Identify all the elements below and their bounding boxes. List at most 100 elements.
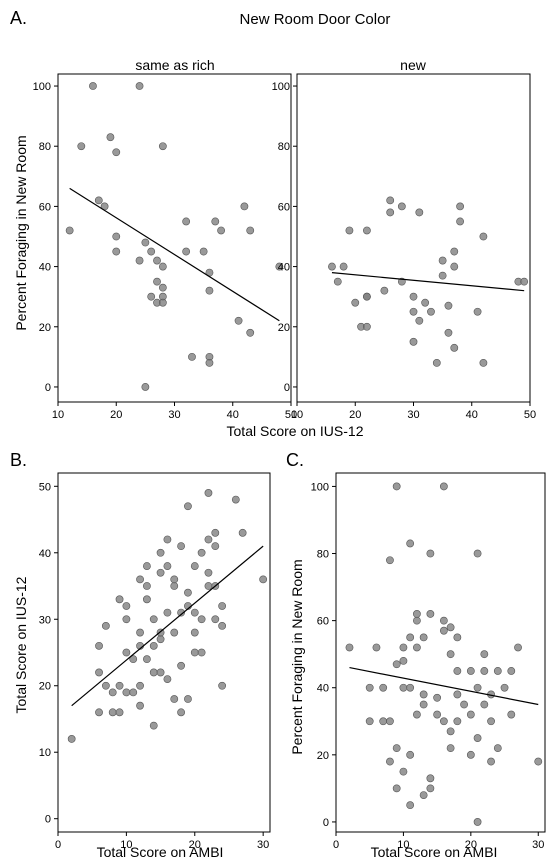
panel-a-right-point: [380, 286, 389, 295]
panel-b-plot: 0 10 20 30 40 50 0 10 20 30: [39, 472, 271, 851]
panel-b-y-tick-label: 0: [45, 814, 51, 826]
panel-a-left-point: [65, 226, 74, 235]
panel-b-point: [122, 648, 131, 657]
panel-c-point: [460, 700, 468, 709]
panel-b-x-tick-label: 0: [55, 839, 61, 851]
panel-c-point: [406, 750, 415, 759]
panel-b-point: [163, 535, 172, 544]
panel-b-x-tick-label: 10: [120, 839, 132, 851]
panel-a-left-y-tick-label: 20: [39, 322, 51, 334]
panel-c-point: [473, 683, 482, 692]
panel-a-left-point: [153, 277, 161, 286]
panel-c-point: [433, 693, 442, 702]
panel-c-y-tick-label: 60: [317, 616, 329, 628]
panel-c-point: [493, 667, 502, 675]
panel-c-point: [379, 717, 388, 726]
panel-a-left-point: [112, 247, 121, 256]
panel-b-point: [218, 681, 227, 690]
panel-a-left-y-tick-label: 60: [39, 201, 51, 213]
panel-b-point: [95, 708, 103, 717]
panel-b-y-tick-label: 30: [39, 614, 51, 626]
panel-a-left-x-tick-label: 50: [285, 409, 297, 421]
panel-c-point: [487, 717, 495, 726]
panel-c-point: [419, 791, 428, 799]
panel-b-point: [177, 661, 185, 670]
panel-a-left-point: [182, 217, 191, 226]
panel-c-point: [473, 734, 482, 742]
panel-a-right-x-tick-label: 20: [349, 409, 361, 421]
panel-c-point: [399, 656, 408, 665]
facet-title-new: new: [400, 57, 427, 73]
panel-c-point: [507, 667, 516, 675]
panel-b-point: [101, 681, 110, 690]
panel-c-point: [386, 757, 394, 766]
panel-c-point: [426, 784, 435, 793]
panel-b-point: [136, 681, 144, 690]
panel-b-point: [136, 701, 144, 710]
panel-a-right-point: [333, 277, 342, 286]
panel-b-y-tick-label: 50: [39, 481, 51, 493]
panel-b-point: [197, 648, 206, 657]
panel-c-point: [439, 626, 448, 635]
panel-c-point: [392, 784, 401, 793]
panel-a-left-point: [147, 247, 156, 256]
panel-a-right-y-tick-label: 40: [278, 262, 290, 274]
panel-b-trend-line: [71, 545, 264, 707]
panel-c-point: [345, 643, 354, 652]
panel-c-point: [379, 683, 388, 692]
panel-b-point: [177, 608, 185, 617]
panel-a-right-trend-line: [331, 272, 525, 292]
panel-a-left-point: [89, 82, 97, 90]
panel-a-right-y-tick-label: 60: [278, 201, 290, 213]
panel-b-point: [143, 582, 151, 590]
panel-c-x-tick-label: 30: [532, 839, 544, 851]
panel-a-right-point: [421, 298, 430, 307]
panel-b-point: [170, 695, 179, 703]
panel-b-point: [163, 675, 172, 683]
panel-b-y-tick-label: 20: [39, 681, 51, 693]
panel-a-right-point: [432, 358, 441, 367]
panel-a-left-point: [158, 298, 167, 307]
panel-b-point: [149, 615, 158, 624]
panel-a-left-point: [141, 238, 150, 247]
panel-b-point: [184, 502, 192, 511]
panel-c-point: [413, 643, 421, 652]
panel-a-right-point: [444, 328, 453, 337]
panel-a-left-point: [240, 202, 249, 211]
panel-b-point: [136, 628, 144, 637]
panel-c-plot: 0 20 40 60 80 100 0 10 20 30: [311, 472, 546, 851]
panel-c-point: [433, 710, 442, 719]
panel-c-point: [365, 683, 374, 692]
panel-c-label: C.: [286, 450, 304, 470]
panel-a-left-point: [246, 328, 255, 337]
panel-a-right-point: [450, 262, 459, 271]
panel-c-x-tick-label: 20: [465, 839, 477, 851]
panel-c-point: [466, 710, 475, 719]
panel-c-point: [406, 539, 415, 548]
panel-c-point: [386, 717, 394, 726]
panel-c-point: [419, 700, 428, 709]
panel-a-left-point: [275, 262, 284, 271]
panel-a-right-point: [438, 256, 447, 265]
panel-c-y-tick-label: 0: [323, 817, 329, 829]
panel-a-y-axis-label: Percent Foraging in New Room: [13, 135, 29, 330]
panel-a-left-point: [141, 383, 150, 391]
panel-b-point: [211, 542, 220, 551]
panel-b-point: [170, 575, 179, 584]
panel-a-right-point: [450, 343, 459, 352]
panel-c-point: [399, 643, 408, 652]
panel-b-point: [95, 668, 103, 677]
panel-c-point: [466, 750, 475, 759]
panel-c-point: [426, 774, 435, 783]
panel-a-left-point: [158, 142, 167, 151]
panel-b-point: [122, 688, 131, 697]
panel-a-right-x-tick-label: 50: [524, 409, 536, 421]
panel-c-point: [406, 801, 415, 810]
panel-b-point: [122, 602, 131, 610]
panel-b-frame: [57, 472, 271, 833]
panel-c-point: [453, 667, 462, 675]
panel-c-point: [500, 683, 509, 692]
panel-a-left-point: [77, 142, 86, 151]
panel-b-point: [122, 615, 131, 624]
panel-b-point: [156, 635, 165, 644]
